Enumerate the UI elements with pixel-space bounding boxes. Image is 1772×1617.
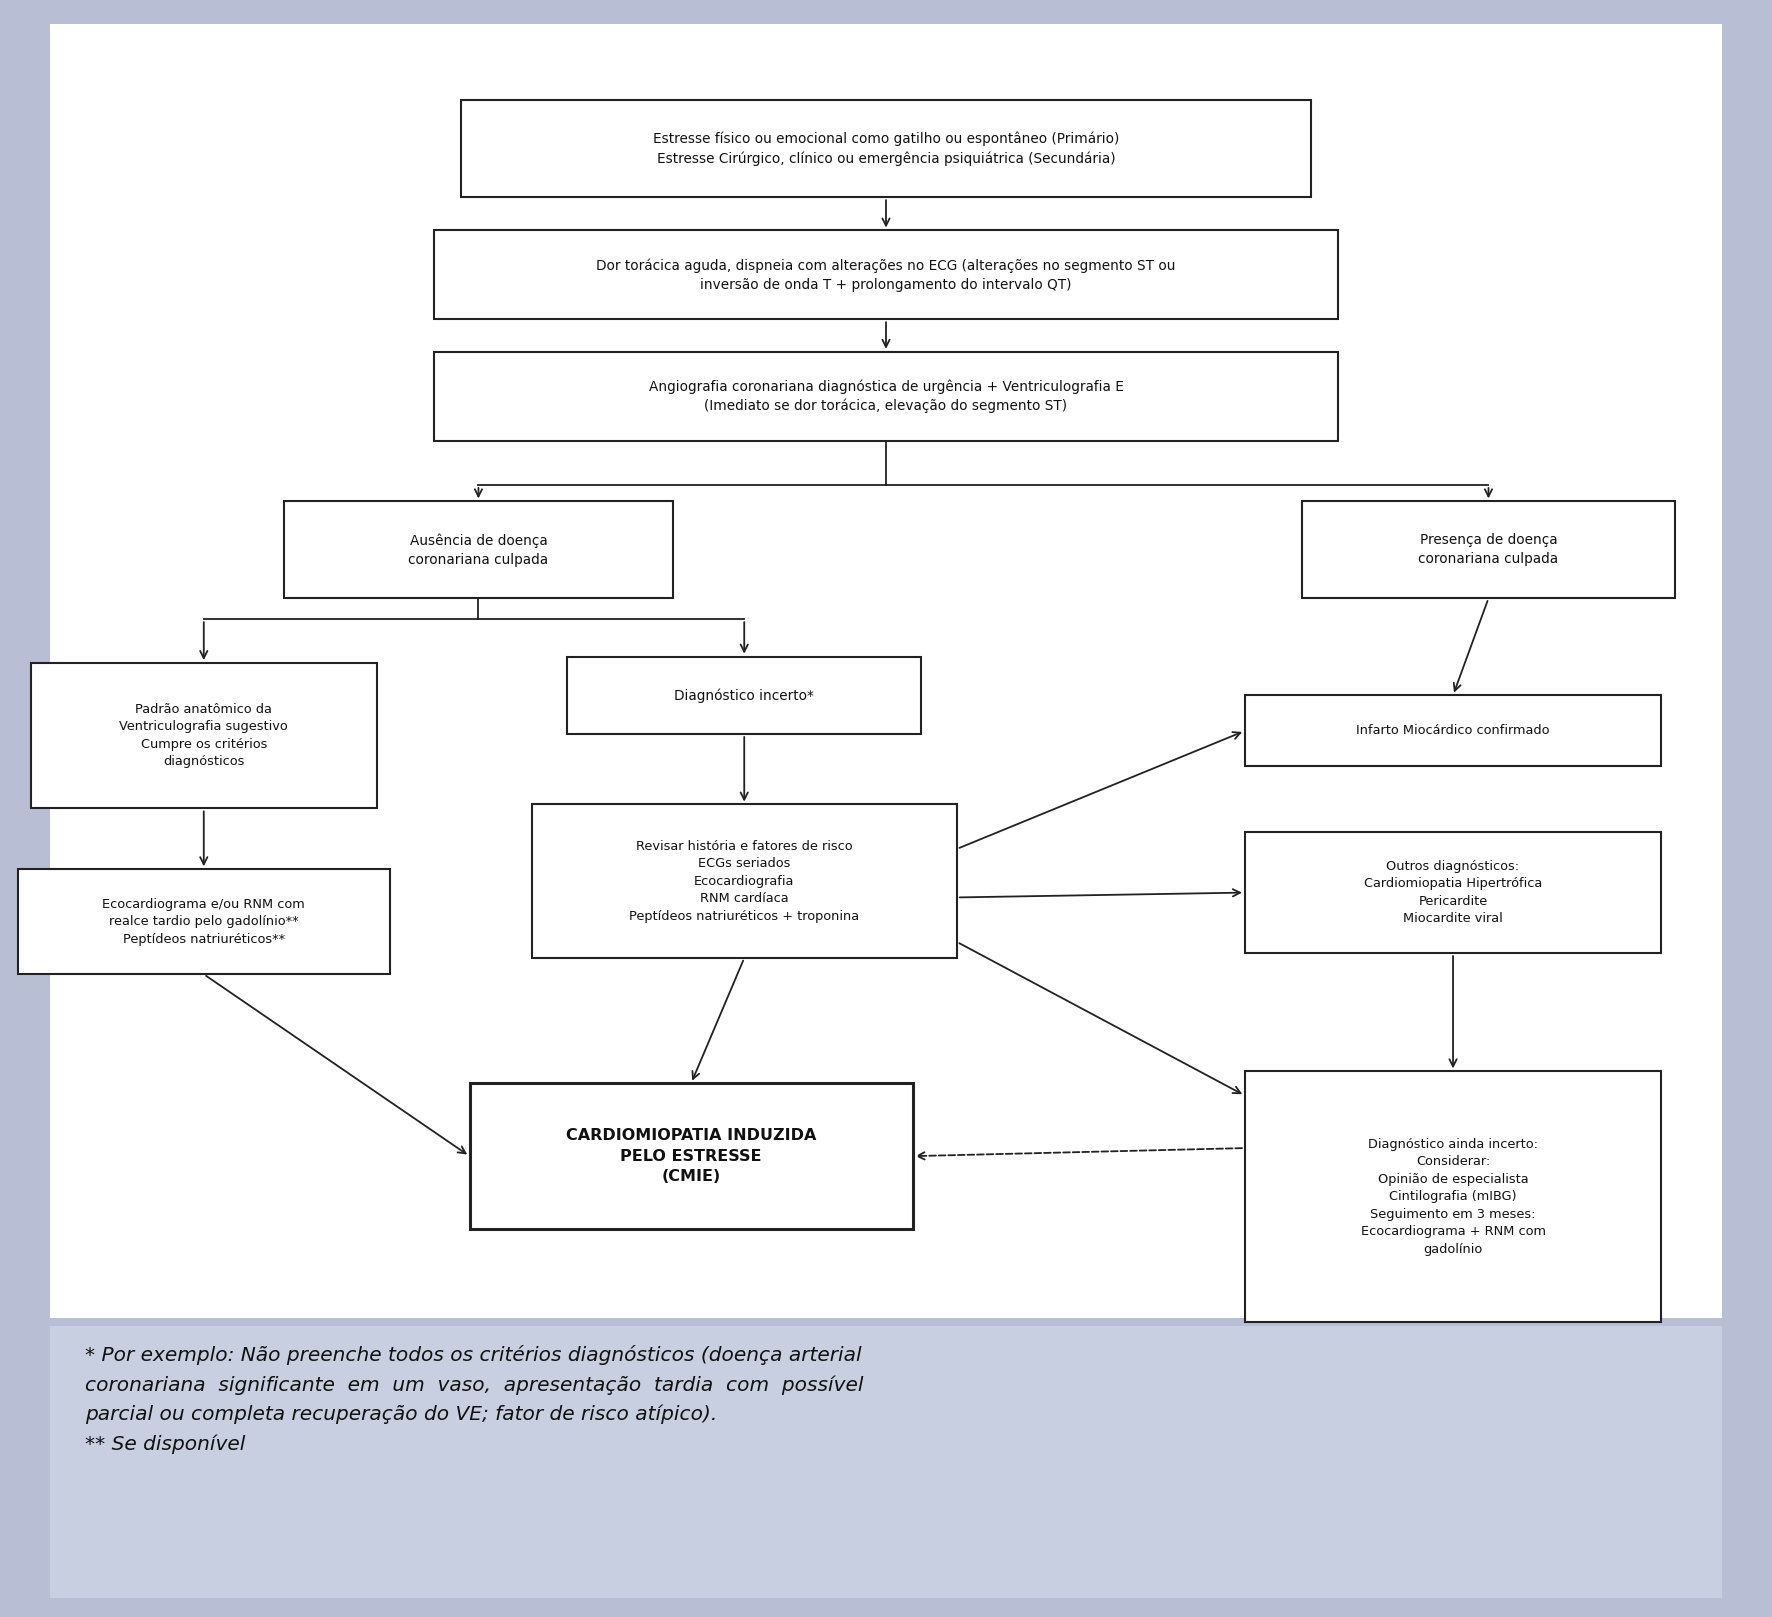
Text: Revisar história e fatores de risco
ECGs seriados
Ecocardiografia
RNM cardíaca
P: Revisar história e fatores de risco ECGs… <box>629 839 859 923</box>
Text: Infarto Miocárdico confirmado: Infarto Miocárdico confirmado <box>1356 724 1550 737</box>
Text: Outros diagnósticos:
Cardiomiopatia Hipertrófica
Pericardite
Miocardite viral: Outros diagnósticos: Cardiomiopatia Hipe… <box>1364 860 1542 925</box>
Text: CARDIOMIOPATIA INDUZIDA
PELO ESTRESSE
(CMIE): CARDIOMIOPATIA INDUZIDA PELO ESTRESSE (C… <box>565 1129 817 1184</box>
FancyBboxPatch shape <box>567 657 921 734</box>
FancyBboxPatch shape <box>50 24 1722 1318</box>
FancyBboxPatch shape <box>1244 695 1660 766</box>
Text: Diagnóstico incerto*: Diagnóstico incerto* <box>675 689 813 702</box>
FancyBboxPatch shape <box>1244 1070 1660 1323</box>
FancyBboxPatch shape <box>284 501 673 598</box>
FancyBboxPatch shape <box>18 870 390 973</box>
FancyBboxPatch shape <box>470 1083 913 1229</box>
Text: Dor torácica aguda, dispneia com alterações no ECG (alterações no segmento ST ou: Dor torácica aguda, dispneia com alteraç… <box>597 259 1175 291</box>
Text: Diagnóstico ainda incerto:
Considerar:
Opinião de especialista
Cintilografia (mI: Diagnóstico ainda incerto: Considerar: O… <box>1361 1138 1545 1255</box>
FancyBboxPatch shape <box>532 804 957 957</box>
FancyBboxPatch shape <box>30 663 376 808</box>
Text: Presença de doença
coronariana culpada: Presença de doença coronariana culpada <box>1418 534 1559 566</box>
Text: Angiografia coronariana diagnóstica de urgência + Ventriculografia E
(Imediato s: Angiografia coronariana diagnóstica de u… <box>649 378 1123 414</box>
Text: Padrão anatômico da
Ventriculografia sugestivo
Cumpre os critérios
diagnósticos: Padrão anatômico da Ventriculografia sug… <box>119 703 289 768</box>
FancyBboxPatch shape <box>1302 501 1675 598</box>
Text: * Por exemplo: Não preenche todos os critérios diagnósticos (doença arterial
cor: * Por exemplo: Não preenche todos os cri… <box>85 1345 863 1454</box>
FancyBboxPatch shape <box>434 351 1338 440</box>
Text: Ausência de doença
coronariana culpada: Ausência de doença coronariana culpada <box>408 534 549 566</box>
FancyBboxPatch shape <box>1244 831 1660 952</box>
FancyBboxPatch shape <box>434 230 1338 320</box>
Text: Estresse físico ou emocional como gatilho ou espontâneo (Primário)
Estresse Cirú: Estresse físico ou emocional como gatilh… <box>652 131 1120 167</box>
FancyBboxPatch shape <box>50 1326 1722 1598</box>
FancyBboxPatch shape <box>461 100 1311 197</box>
Text: Ecocardiograma e/ou RNM com
realce tardio pelo gadolínio**
Peptídeos natriurétic: Ecocardiograma e/ou RNM com realce tardi… <box>103 897 305 946</box>
